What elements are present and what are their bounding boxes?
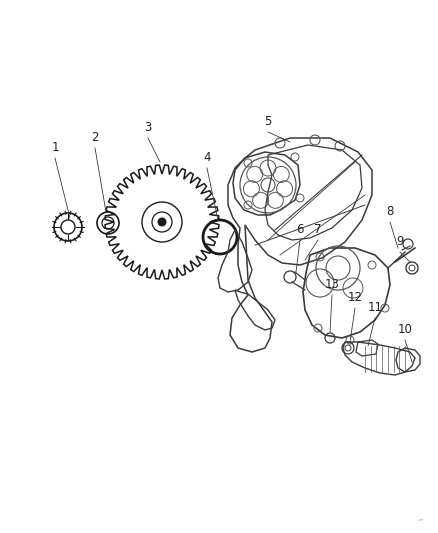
Text: 6: 6: [296, 223, 304, 236]
Text: 13: 13: [325, 278, 339, 291]
Text: 5: 5: [264, 115, 272, 128]
Text: 7: 7: [314, 223, 322, 236]
Text: 4: 4: [203, 151, 211, 164]
Text: 12: 12: [347, 291, 363, 304]
Text: 9: 9: [396, 235, 404, 248]
Circle shape: [158, 218, 166, 226]
Text: 1: 1: [51, 141, 59, 154]
Text: 11: 11: [367, 301, 382, 314]
Text: ~: ~: [415, 514, 425, 526]
Text: 10: 10: [398, 323, 413, 336]
Text: 3: 3: [144, 121, 152, 134]
Text: 8: 8: [386, 205, 394, 218]
Text: 2: 2: [91, 131, 99, 144]
